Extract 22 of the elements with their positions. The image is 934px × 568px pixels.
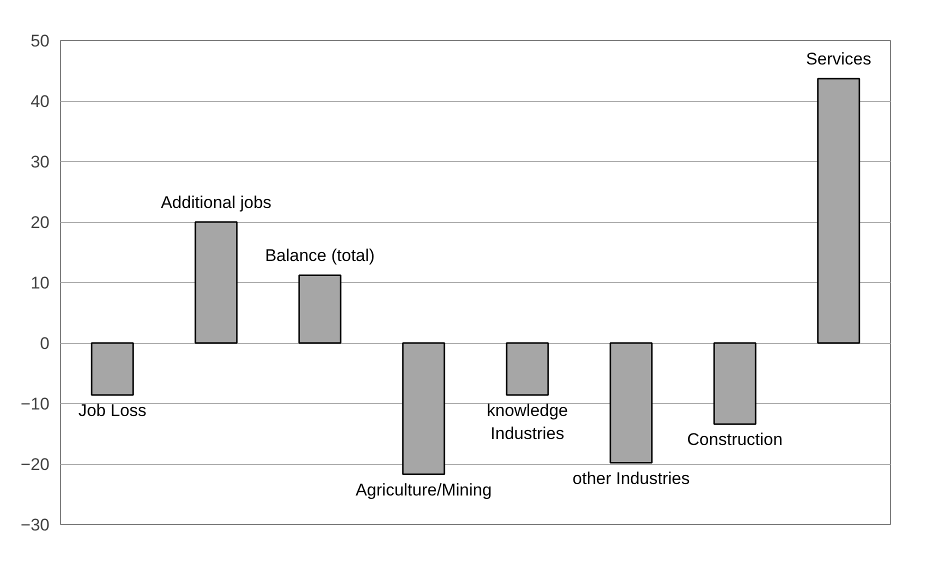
y-tick-label: −10	[20, 394, 50, 414]
x-tick-label: Services	[806, 50, 872, 69]
x-tick-label: other Industries	[572, 468, 690, 488]
x-tick-label: Job Loss	[78, 401, 146, 420]
x-tick-label: Construction	[687, 430, 783, 450]
bar	[298, 274, 342, 344]
x-tick-label: knowledge Industries	[486, 401, 568, 443]
y-tick-label: 20	[30, 213, 50, 232]
bar	[506, 342, 549, 396]
y-tick-label: 40	[30, 92, 50, 111]
y-tick-label: 30	[30, 152, 50, 172]
y-tick-label: 50	[30, 32, 50, 50]
y-tick-label: 10	[30, 274, 50, 292]
bar	[713, 342, 756, 425]
y-tick-label: −30	[20, 516, 50, 534]
bar	[194, 221, 238, 344]
x-tick-label: Balance (total)	[265, 246, 375, 266]
bar	[90, 342, 134, 396]
y-tick-label: −20	[20, 455, 50, 474]
x-tick-label: Agriculture/Mining	[356, 480, 492, 500]
y-tick-label: 0	[40, 334, 50, 353]
x-tick-label: Additional jobs	[160, 193, 272, 212]
